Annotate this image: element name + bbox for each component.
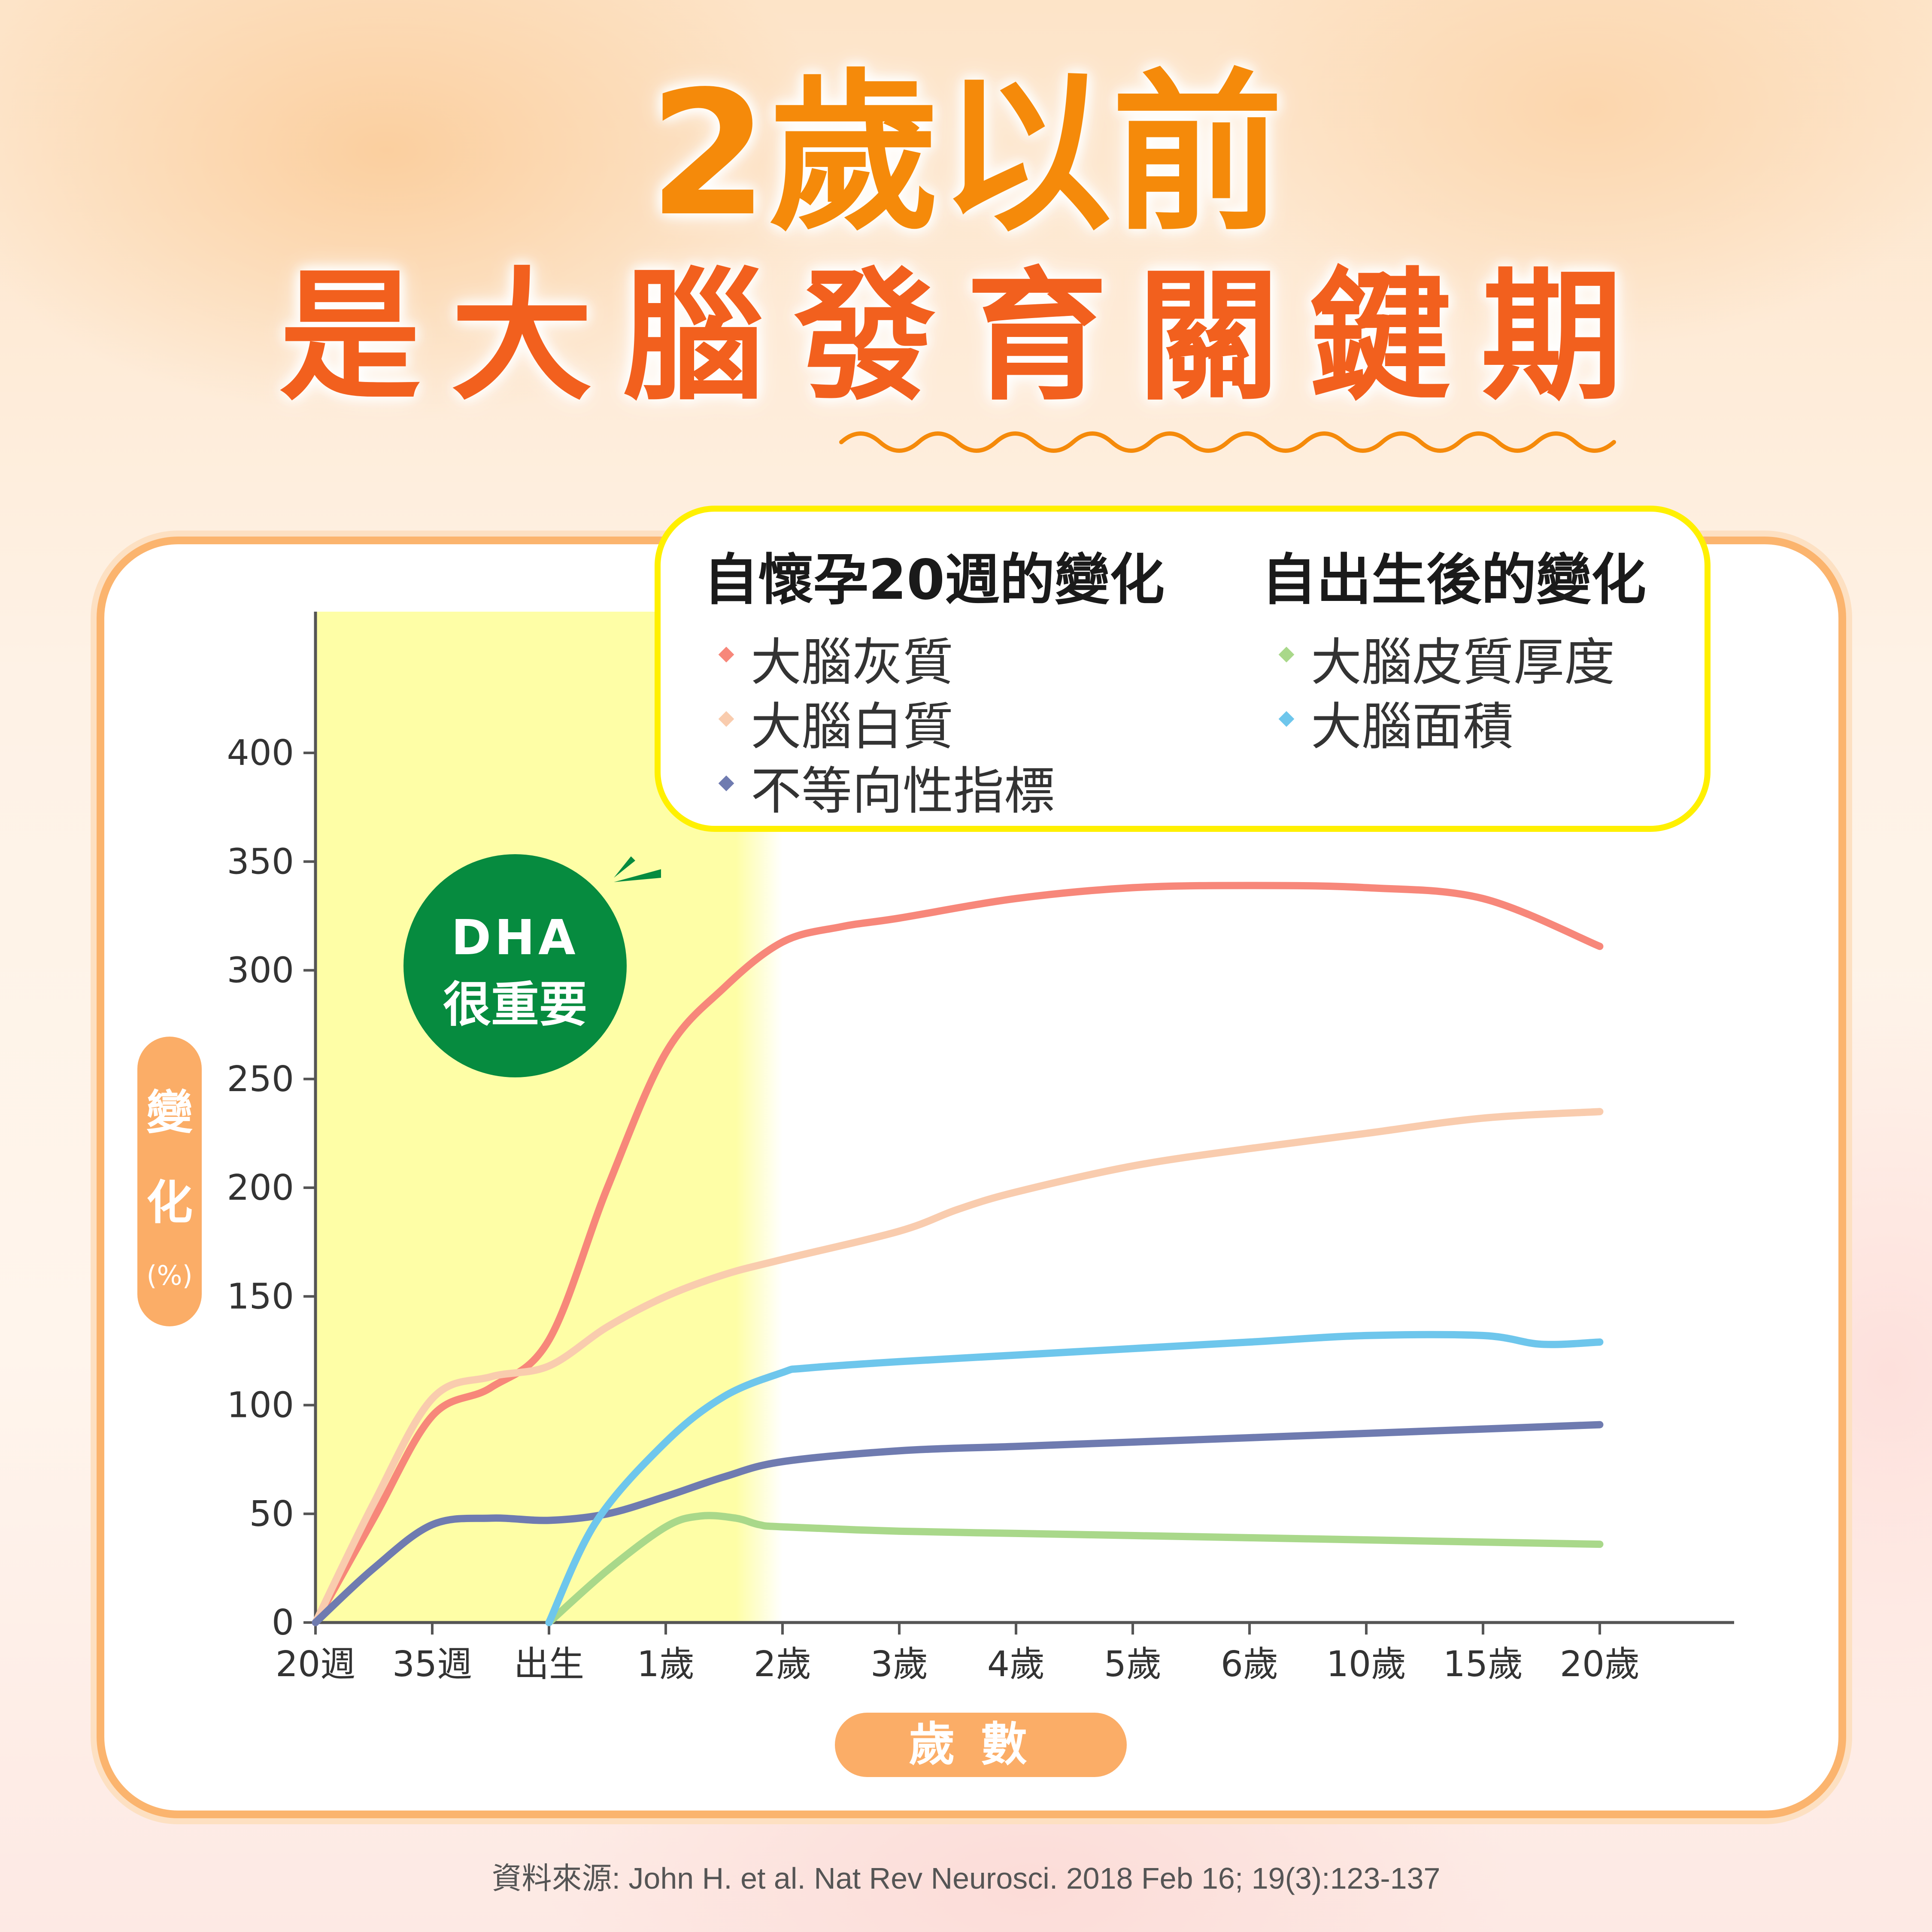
- x-tick-label: 5歲: [1104, 1644, 1162, 1685]
- y-tick-label: 100: [227, 1385, 294, 1426]
- dha-badge-line1: DHA: [451, 910, 579, 966]
- wave-underline: [839, 431, 1616, 453]
- legend-item-surface-area: 大腦面積: [1311, 697, 1514, 756]
- legend-item-anisotropy: 不等向性指標: [751, 761, 1055, 821]
- series-line-3: [545, 1512, 1604, 1626]
- legend-group2-title: 自出生後的變化: [1262, 548, 1647, 612]
- x-tick-label: 10歲: [1326, 1644, 1406, 1685]
- x-tick-label: 3歲: [870, 1644, 928, 1685]
- legend-item-white-matter: 大腦白質: [751, 697, 954, 756]
- headline-subtitle: 是大腦發育關鍵期: [279, 255, 1653, 419]
- dha-spark-icon: [614, 856, 661, 882]
- x-tick-label: 出生: [514, 1644, 584, 1685]
- legend-marker-surface-area: [1278, 711, 1295, 727]
- x-tick-label: 15歲: [1443, 1644, 1523, 1685]
- legend-item-cortical-thickness: 大腦皮質厚度: [1311, 633, 1615, 692]
- x-tick-label: 35週: [392, 1644, 472, 1685]
- legend-marker-cortical-thickness: [1278, 646, 1295, 663]
- x-tick-label: 20週: [276, 1644, 355, 1685]
- legend-marker-gray-matter: [718, 646, 734, 663]
- y-tick-label: 200: [227, 1168, 294, 1208]
- x-tick-label: 6歲: [1221, 1644, 1278, 1685]
- x-tick-label: 4歲: [987, 1644, 1045, 1685]
- legend-group1-title: 自懷孕20週的變化: [704, 548, 1165, 612]
- headline-title: 2歲以前: [649, 55, 1283, 254]
- y-tick-label: 0: [272, 1602, 294, 1643]
- dha-badge-line2: 很重要: [443, 977, 587, 1033]
- legend-item-gray-matter: 大腦灰質: [751, 633, 954, 692]
- y-tick-label: 50: [249, 1494, 294, 1535]
- chart-legend: 自懷孕20週的變化 自出生後的變化 大腦灰質 大腦白質 不等向性指標 大腦皮質厚…: [655, 506, 1711, 832]
- y-axis-label-char1: 變: [146, 1086, 193, 1140]
- series-line-1: [312, 1108, 1604, 1626]
- x-tick-label: 20歲: [1560, 1644, 1640, 1685]
- y-tick-label: 300: [227, 950, 294, 991]
- y-tick-label: 400: [227, 733, 294, 773]
- y-axis-label: 變 化 (%): [137, 1037, 202, 1326]
- x-tick-label: 1歲: [637, 1644, 695, 1685]
- y-tick-label: 350: [227, 841, 294, 882]
- y-tick-label: 150: [227, 1276, 294, 1317]
- x-tick-label: 2歲: [754, 1644, 811, 1685]
- y-axis-label-char2: 化: [146, 1176, 193, 1230]
- series-line-0: [312, 882, 1604, 1626]
- x-axis-label: 歲數: [835, 1713, 1127, 1777]
- dha-badge: DHA 很重要: [403, 854, 627, 1077]
- series-line-4: [545, 1331, 1604, 1626]
- source-citation: 資料來源: John H. et al. Nat Rev Neurosci. 2…: [491, 1862, 1441, 1895]
- series-line-2: [312, 1421, 1604, 1626]
- legend-marker-white-matter: [718, 711, 734, 727]
- y-tick-label: 250: [227, 1059, 294, 1100]
- y-axis-unit: (%): [146, 1260, 193, 1291]
- legend-marker-anisotropy: [718, 775, 734, 792]
